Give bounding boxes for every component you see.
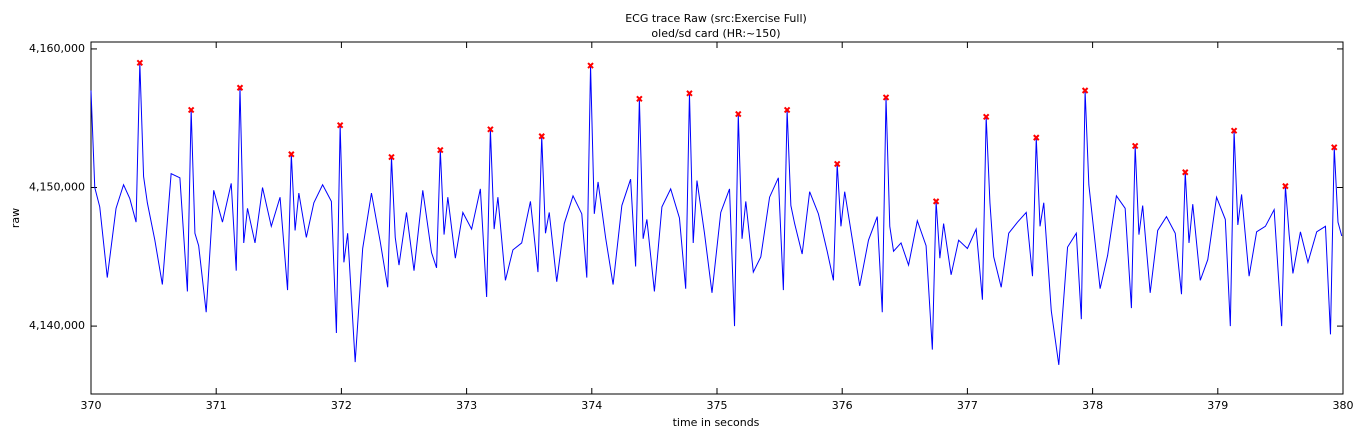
peak-marker [783,106,791,114]
peak-marker [1081,87,1089,94]
x-tick-label: 378 [1082,399,1103,412]
peak-marker [587,62,594,69]
peak-marker [1182,169,1189,176]
x-tick-label: 379 [1207,399,1228,412]
ecg-line [90,62,1343,365]
peak-marker [187,106,195,114]
peak-marker [735,110,742,118]
peak-marker [288,151,295,158]
peak-marker [236,84,244,91]
plot-frame [90,41,1344,395]
peak-marker [1230,127,1238,134]
peak-marker [1282,182,1289,190]
y-axis-label: raw [9,208,22,228]
peak-marker [1131,142,1139,150]
y-tick-label: 4,160,000 [29,42,85,55]
x-tick-label: 375 [707,399,728,412]
chart-title: ECG trace Raw (src:Exercise Full) [625,12,807,25]
x-axis-label: time in seconds [673,416,760,429]
x-tick-label: 371 [206,399,227,412]
peak-marker [686,90,693,97]
chart-subtitle: oled/sd card (HR:~150) [651,27,780,40]
peak-marker [1033,134,1040,141]
y-tick-label: 4,140,000 [29,319,85,332]
peak-marker [336,121,344,129]
peak-marker [136,59,144,66]
x-tick-label: 370 [81,399,102,412]
x-tick-label: 372 [331,399,352,412]
peak-marker [636,95,643,103]
peak-marker [882,94,890,101]
peak-marker [487,126,494,133]
peak-marker [982,113,990,121]
peak-marker [388,153,395,161]
peak-marker [538,133,545,140]
peak-marker [437,146,444,154]
x-tick-label: 376 [832,399,853,412]
peak-marker [833,160,841,168]
x-tick-label: 374 [581,399,602,412]
peak-marker [932,198,940,205]
x-tick-label: 377 [957,399,978,412]
y-tick-label: 4,150,000 [29,181,85,194]
peak-marker [1331,144,1338,151]
x-tick-label: 380 [1333,399,1354,412]
x-tick-label: 373 [456,399,477,412]
